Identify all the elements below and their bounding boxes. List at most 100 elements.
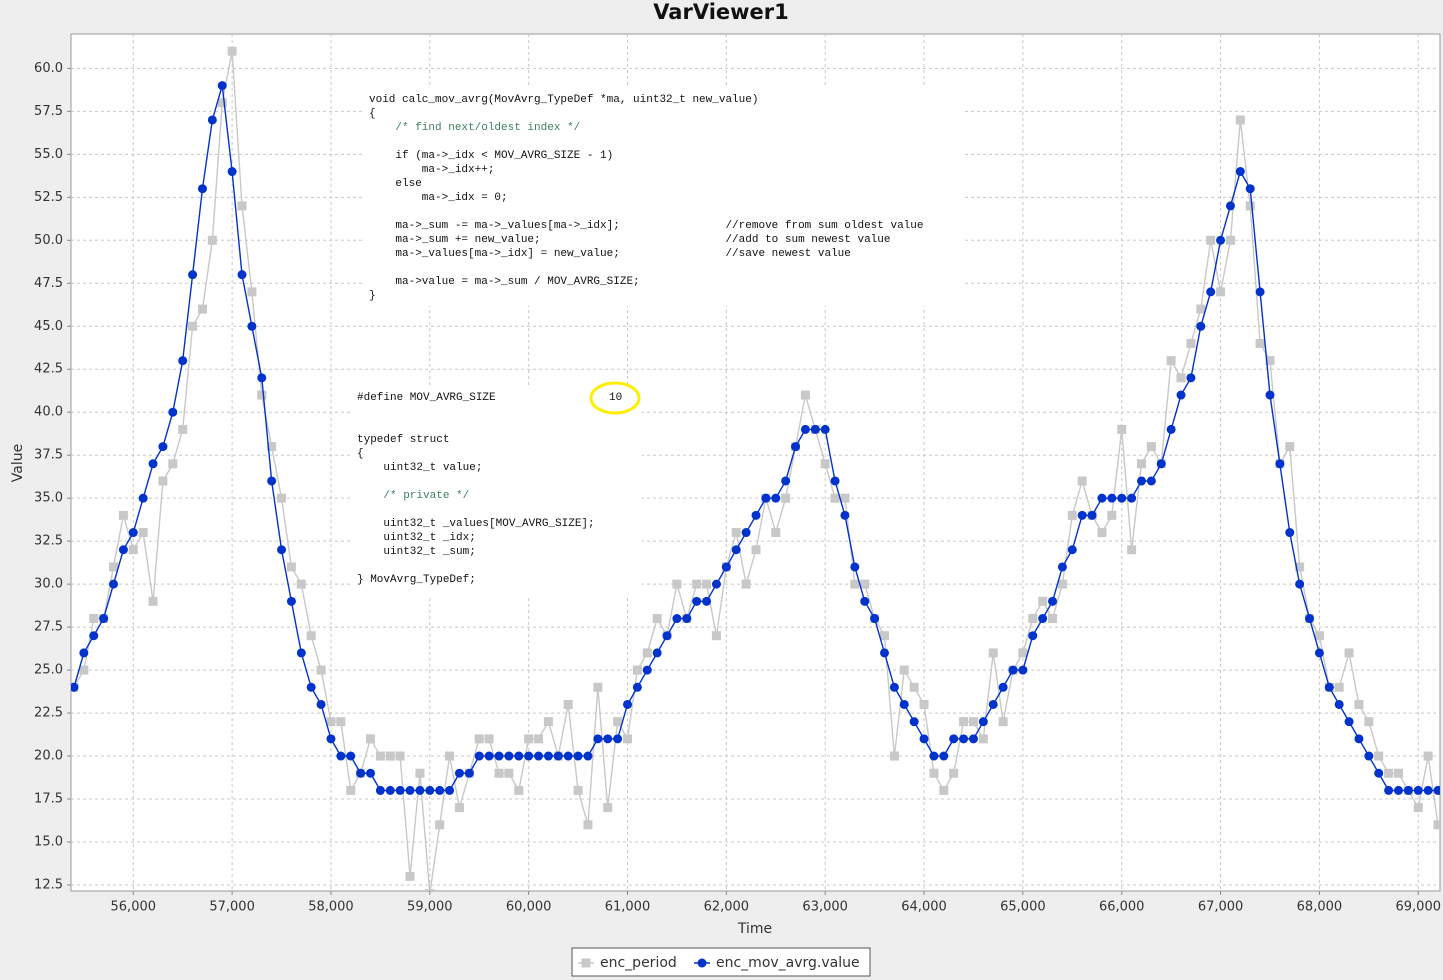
- point: [1393, 785, 1403, 795]
- code-line: /* private */: [357, 490, 469, 502]
- point: [445, 785, 455, 795]
- point: [1265, 356, 1275, 366]
- code-line: {: [357, 448, 364, 460]
- point: [375, 785, 385, 795]
- point: [988, 648, 998, 658]
- y-tick-label: 55.0: [34, 147, 63, 162]
- point: [1413, 785, 1423, 795]
- point: [524, 734, 534, 744]
- point: [385, 785, 395, 795]
- point: [484, 751, 494, 761]
- point: [1038, 614, 1048, 624]
- point: [197, 304, 207, 314]
- point: [959, 717, 969, 727]
- point: [534, 734, 544, 744]
- x-tick-label: 69,000: [1396, 900, 1442, 915]
- point: [494, 768, 504, 778]
- point: [316, 699, 326, 709]
- point: [830, 476, 840, 486]
- point: [1117, 493, 1127, 503]
- x-tick-label: 60,000: [506, 900, 552, 915]
- point: [405, 785, 415, 795]
- point: [1028, 614, 1038, 624]
- point: [1028, 631, 1038, 641]
- y-tick-label: 42.5: [34, 362, 63, 377]
- point: [267, 442, 277, 452]
- point: [188, 270, 198, 280]
- point: [306, 631, 316, 641]
- legend-marker: [697, 958, 707, 968]
- legend: enc_period enc_mov_avrg.value: [571, 947, 871, 977]
- point: [1305, 614, 1315, 624]
- point: [622, 699, 632, 709]
- point: [573, 785, 583, 795]
- code-line: uint32_t value;: [357, 462, 482, 474]
- x-tick-label: 58,000: [308, 900, 354, 915]
- point: [1344, 648, 1354, 658]
- point: [850, 562, 860, 572]
- point: [810, 424, 820, 434]
- point: [277, 493, 287, 503]
- point: [1176, 390, 1186, 400]
- point: [71, 682, 79, 692]
- point: [573, 751, 583, 761]
- point: [1403, 785, 1413, 795]
- y-tick-label: 45.0: [34, 319, 63, 334]
- point: [1275, 459, 1285, 469]
- code-line: ma->_idx++;: [369, 164, 494, 176]
- x-tick-label: 66,000: [1099, 900, 1145, 915]
- point: [257, 373, 267, 383]
- point: [1225, 235, 1235, 245]
- x-tick-label: 67,000: [1198, 900, 1244, 915]
- code-box: [350, 385, 642, 595]
- point: [1136, 476, 1146, 486]
- code-line: ma->_sum += new_value; //add to sum newe…: [369, 234, 891, 246]
- point: [968, 734, 978, 744]
- point: [1048, 596, 1058, 606]
- point: [158, 476, 168, 486]
- point: [781, 476, 791, 486]
- point: [603, 803, 613, 813]
- point: [1314, 648, 1324, 658]
- point: [79, 648, 89, 658]
- y-tick-label: 60.0: [34, 61, 63, 76]
- point: [109, 579, 119, 589]
- point: [1117, 424, 1127, 434]
- point: [1077, 476, 1087, 486]
- code-line: ma->_sum -= ma->_values[ma->_idx]; //rem…: [369, 220, 924, 232]
- point: [227, 46, 237, 56]
- point: [1216, 287, 1226, 297]
- point: [99, 614, 109, 624]
- point: [959, 734, 969, 744]
- point: [652, 648, 662, 658]
- point: [286, 562, 296, 572]
- point: [415, 768, 425, 778]
- point: [1166, 424, 1176, 434]
- point: [1295, 579, 1305, 589]
- point: [395, 785, 405, 795]
- point: [751, 545, 761, 555]
- point: [1235, 115, 1245, 125]
- point: [553, 751, 563, 761]
- point: [543, 717, 553, 727]
- point: [791, 442, 801, 452]
- point: [820, 424, 830, 434]
- point: [1206, 235, 1216, 245]
- point: [998, 682, 1008, 692]
- code-line: uint32_t _values[MOV_AVRG_SIZE];: [357, 518, 595, 530]
- y-axis-label: Value: [10, 444, 26, 482]
- point: [247, 287, 257, 297]
- code-line: ma->_values[ma->_idx] = new_value; //sav…: [369, 248, 851, 260]
- point: [1235, 167, 1245, 177]
- point: [1334, 682, 1344, 692]
- point: [613, 717, 623, 727]
- point: [148, 459, 158, 469]
- point: [1067, 545, 1077, 555]
- point: [1245, 201, 1255, 211]
- point: [1057, 579, 1067, 589]
- point: [731, 545, 741, 555]
- x-tick-label: 63,000: [802, 900, 848, 915]
- point: [1324, 682, 1334, 692]
- point: [711, 631, 721, 641]
